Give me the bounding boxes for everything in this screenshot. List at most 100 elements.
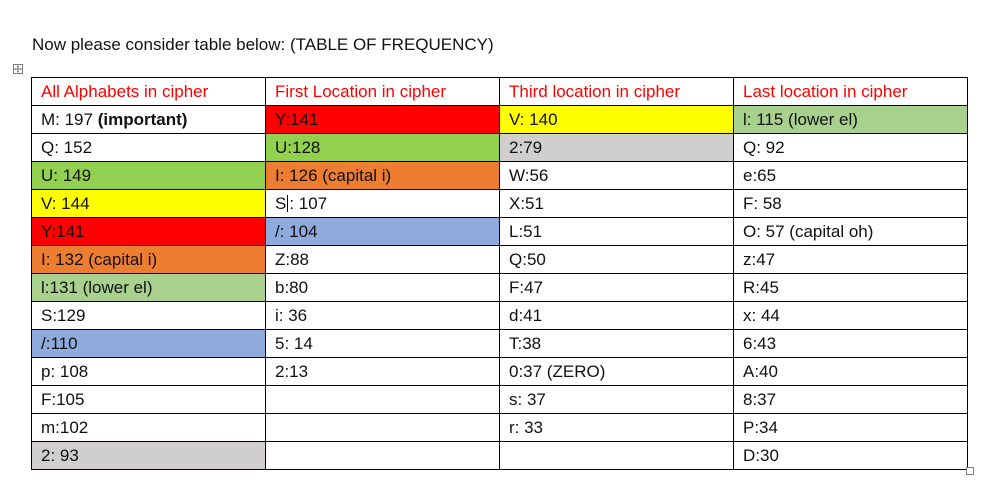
cell-all-alphabets[interactable]: l:131 (lower el) (31, 273, 266, 302)
cell-all-alphabets[interactable]: 2: 93 (31, 441, 266, 470)
cell-first-location[interactable] (265, 413, 500, 442)
cell-text: Q:50 (509, 250, 546, 269)
table-row: U: 149 I: 126 (capital i) W:56 e:65 (31, 161, 968, 190)
cell-all-alphabets[interactable]: S:129 (31, 301, 266, 330)
cell-first-location[interactable]: 5: 14 (265, 329, 500, 358)
cell-first-location[interactable] (265, 441, 500, 470)
cell-text: 0:37 (ZERO) (509, 362, 606, 381)
cell-all-alphabets[interactable]: F:105 (31, 385, 266, 414)
cell-first-location[interactable]: Z:88 (265, 245, 500, 274)
cell-all-alphabets[interactable]: Q: 152 (31, 133, 266, 162)
cell-last-location[interactable]: z:47 (733, 245, 968, 274)
cell-last-location[interactable]: e:65 (733, 161, 968, 190)
cell-all-alphabets[interactable]: Y:141 (31, 217, 266, 246)
table-row: l:131 (lower el) b:80 F:47 R:45 (31, 273, 968, 302)
cell-third-location[interactable]: 0:37 (ZERO) (499, 357, 734, 386)
cell-first-location[interactable]: /: 104 (265, 217, 500, 246)
cell-text: I: 132 (capital i) (41, 250, 158, 269)
cell-first-location[interactable]: i: 36 (265, 301, 500, 330)
cell-third-location[interactable]: V: 140 (499, 105, 734, 134)
cell-all-alphabets[interactable]: /:110 (31, 329, 266, 358)
cell-all-alphabets[interactable]: I: 132 (capital i) (31, 245, 266, 274)
table-resize-handle[interactable] (966, 467, 974, 475)
cell-text: Y:141 (275, 110, 319, 129)
cell-text: I: 126 (capital i) (275, 166, 392, 185)
table-row: p: 108 2:13 0:37 (ZERO) A:40 (31, 357, 968, 386)
cell-third-location[interactable]: s: 37 (499, 385, 734, 414)
cell-text: A:40 (743, 362, 778, 381)
cell-last-location[interactable]: R:45 (733, 273, 968, 302)
cell-text: U:128 (275, 138, 321, 157)
cell-third-location[interactable]: 2:79 (499, 133, 734, 162)
cell-text: /: 104 (275, 222, 318, 241)
cell-third-location[interactable]: Q:50 (499, 245, 734, 274)
cell-last-location[interactable]: A:40 (733, 357, 968, 386)
cell-text: i: 36 (275, 306, 308, 325)
cell-text: F:105 (41, 390, 85, 409)
table-row: M: 197 (important) Y:141 V: 140 l: 115 (low… (31, 105, 968, 134)
cell-text: x: 44 (743, 306, 780, 325)
cell-text: : 107 (289, 194, 328, 213)
cell-text: F:47 (509, 278, 544, 297)
cell-third-location[interactable]: T:38 (499, 329, 734, 358)
cell-last-location[interactable]: 8:37 (733, 385, 968, 414)
cell-first-location[interactable]: U:128 (265, 133, 500, 162)
cell-text: M: 197 (41, 110, 98, 129)
cell-all-alphabets[interactable]: M: 197 (important) (31, 105, 266, 134)
cell-third-location[interactable]: r: 33 (499, 413, 734, 442)
cell-text: l: 115 (lower el) (743, 110, 858, 129)
cell-last-location[interactable]: P:34 (733, 413, 968, 442)
cell-first-location[interactable]: S: 107 (265, 189, 500, 218)
cell-last-location[interactable]: x: 44 (733, 301, 968, 330)
cell-text: L:51 (509, 222, 543, 241)
cell-text: /:110 (41, 334, 78, 353)
cell-text: d:41 (509, 306, 543, 325)
cell-all-alphabets[interactable]: V: 144 (31, 189, 266, 218)
cell-third-location[interactable] (499, 441, 734, 470)
table-row: V: 144 S: 107 X:51 F: 58 (31, 189, 968, 218)
cell-last-location[interactable]: Q: 92 (733, 133, 968, 162)
table-row: I: 132 (capital i) Z:88 Q:50 z:47 (31, 245, 968, 274)
table-move-handle-icon[interactable] (13, 64, 23, 74)
cell-first-location[interactable]: I: 126 (capital i) (265, 161, 500, 190)
cell-last-location[interactable]: l: 115 (lower el) (733, 105, 968, 134)
table-row: S:129 i: 36 d:41 x: 44 (31, 301, 968, 330)
cell-last-location[interactable]: 6:43 (733, 329, 968, 358)
cell-text: l:131 (lower el) (41, 278, 153, 297)
cell-text: O: 57 (capital oh) (743, 222, 874, 241)
header-third-location[interactable]: Third location in cipher (499, 77, 734, 106)
cell-text: Q: 152 (41, 138, 93, 157)
header-all-alphabets[interactable]: All Alphabets in cipher (31, 77, 266, 106)
header-last-location[interactable]: Last location in cipher (733, 77, 968, 106)
cell-text: Q: 92 (743, 138, 785, 157)
cell-third-location[interactable]: W:56 (499, 161, 734, 190)
cell-third-location[interactable]: L:51 (499, 217, 734, 246)
cell-text: S:129 (41, 306, 86, 325)
cell-text: R:45 (743, 278, 779, 297)
cell-last-location[interactable]: D:30 (733, 441, 968, 470)
header-first-location[interactable]: First Location in cipher (265, 77, 500, 106)
cell-text: e:65 (743, 166, 777, 185)
cell-text: p: 108 (41, 362, 89, 381)
cell-last-location[interactable]: F: 58 (733, 189, 968, 218)
cell-first-location[interactable]: Y:141 (265, 105, 500, 134)
cell-first-location[interactable] (265, 385, 500, 414)
cell-text: V: 144 (41, 194, 90, 213)
frequency-table: All Alphabets in cipher First Location i… (31, 77, 968, 470)
table-row: Y:141 /: 104 L:51 O: 57 (capital oh) (31, 217, 968, 246)
cell-all-alphabets[interactable]: m:102 (31, 413, 266, 442)
table-row: F:105 s: 37 8:37 (31, 385, 968, 414)
cell-first-location[interactable]: b:80 (265, 273, 500, 302)
cell-text: 8:37 (743, 390, 777, 409)
cell-all-alphabets[interactable]: U: 149 (31, 161, 266, 190)
text-cursor (287, 195, 289, 212)
cell-text: F: 58 (743, 194, 782, 213)
cell-text: V: 140 (509, 110, 558, 129)
cell-last-location[interactable]: O: 57 (capital oh) (733, 217, 968, 246)
cell-emphasis: (important) (97, 110, 188, 129)
cell-first-location[interactable]: 2:13 (265, 357, 500, 386)
cell-all-alphabets[interactable]: p: 108 (31, 357, 266, 386)
cell-third-location[interactable]: F:47 (499, 273, 734, 302)
cell-third-location[interactable]: X:51 (499, 189, 734, 218)
cell-third-location[interactable]: d:41 (499, 301, 734, 330)
